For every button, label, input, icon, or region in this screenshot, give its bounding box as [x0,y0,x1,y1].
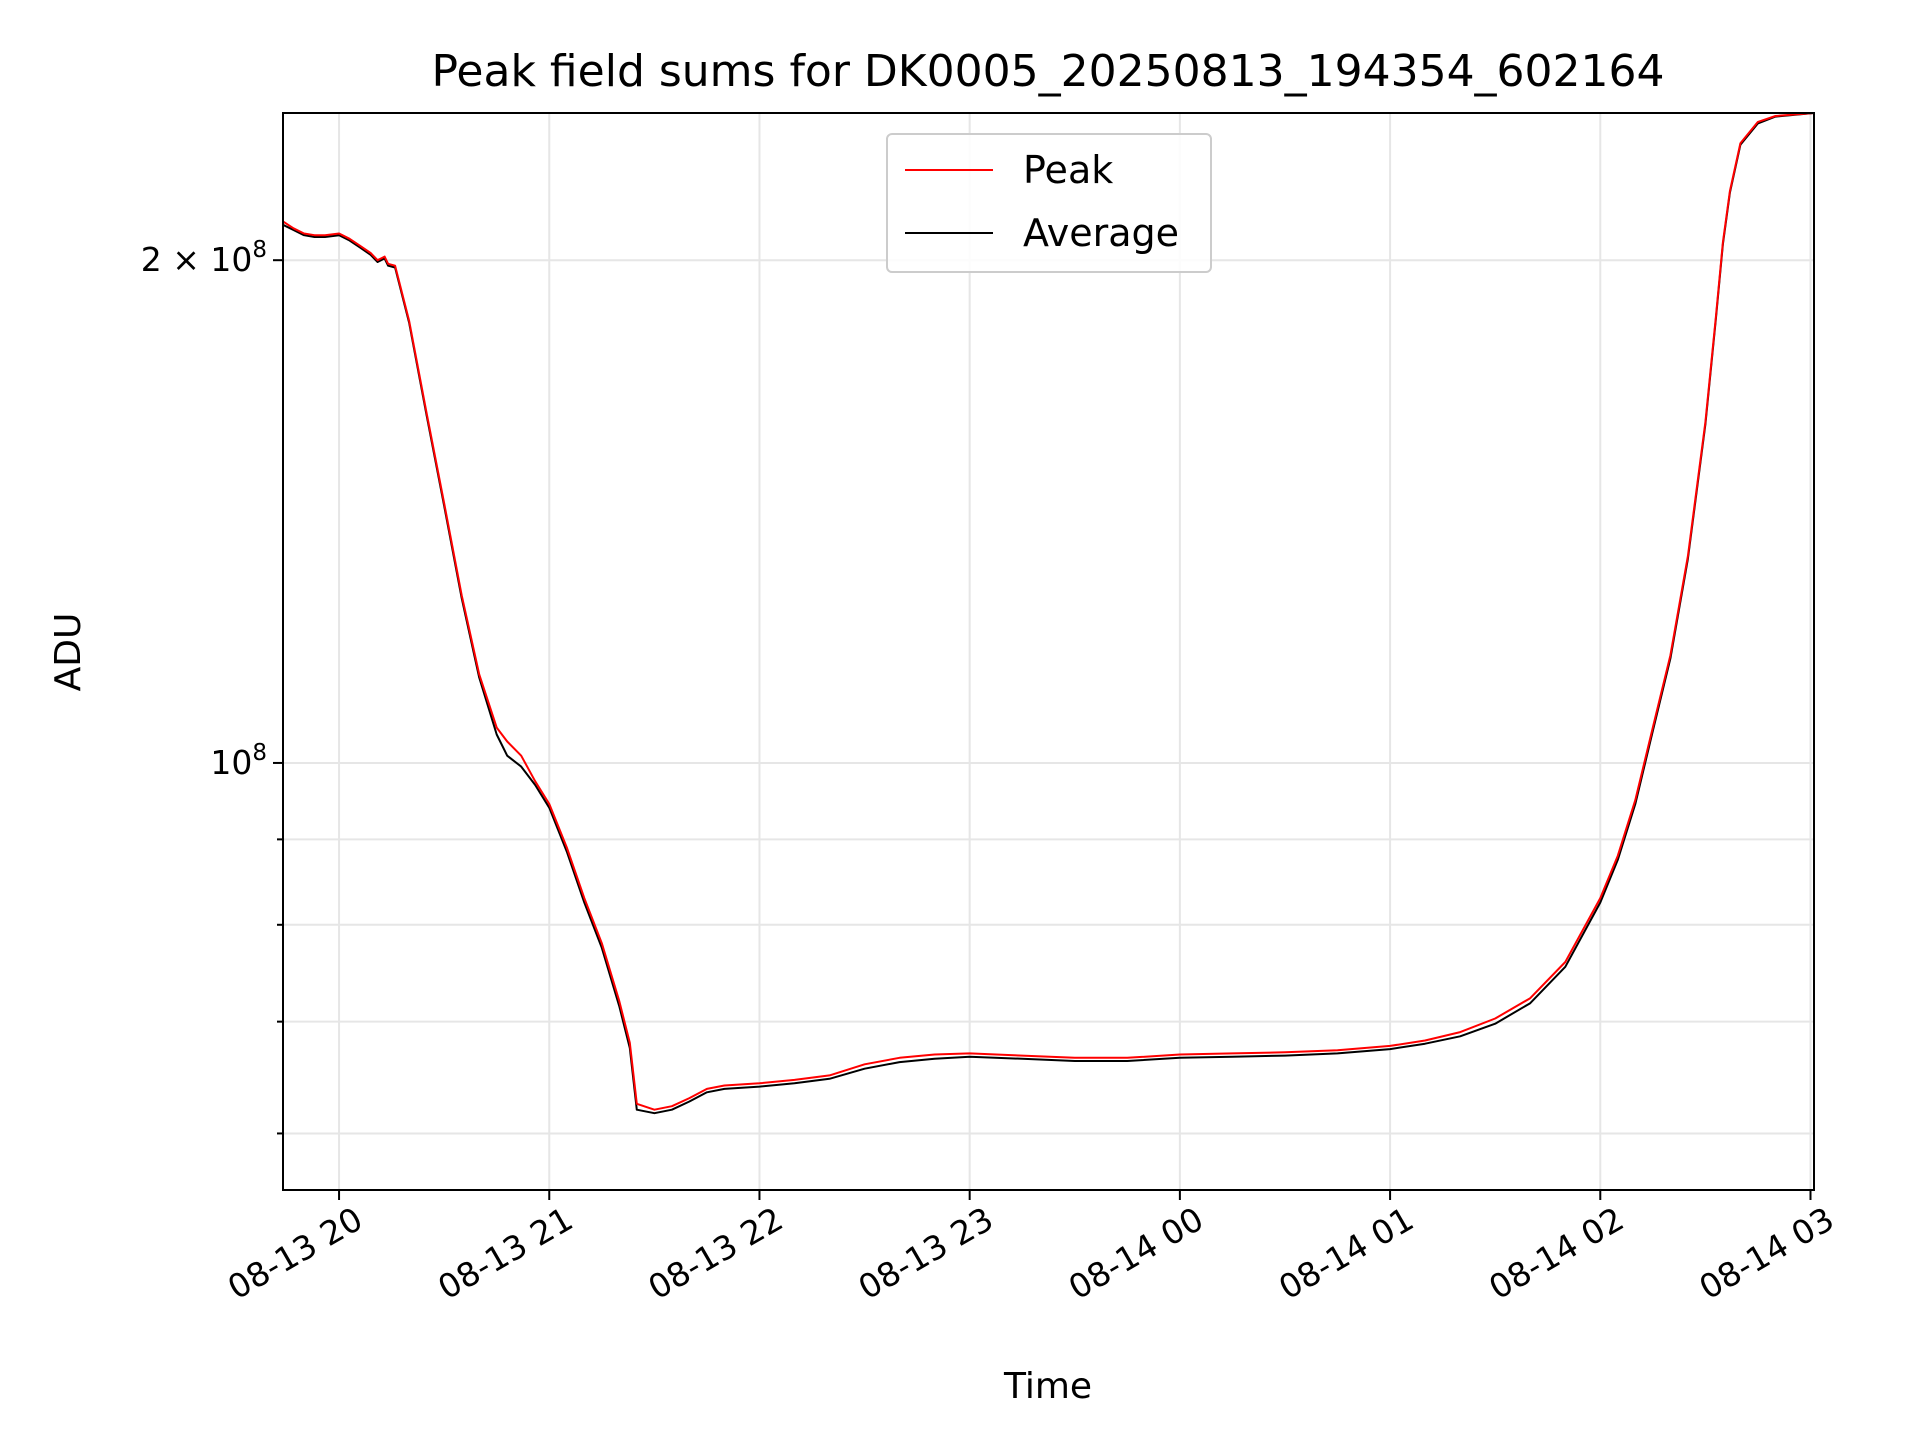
grid-lines [283,113,1814,1190]
y-axis-label: ADU [48,613,89,692]
legend-label-peak: Peak [1023,148,1113,192]
y-tick-label-base: 10 [210,743,252,782]
chart-title: Peak field sums for DK0005_20250813_1943… [431,46,1664,97]
y-tick-label: 108 [210,740,267,782]
y-tick-label: 2 × 108 [141,237,267,279]
y-tick-label-exponent: 8 [252,237,267,263]
legend-box [886,133,1212,273]
plot-area-frame [282,112,1815,1191]
series-line-average [282,112,1815,1115]
data-series [282,112,1815,1115]
y-tick-label-base: 2 × 10 [141,240,253,279]
legend-label-average: Average [1023,211,1179,255]
x-axis-label: Time [1003,1366,1092,1407]
y-tick-label-exponent: 8 [252,740,267,766]
series-line-peak [282,112,1815,1111]
legend: Peak Average [886,133,1212,273]
